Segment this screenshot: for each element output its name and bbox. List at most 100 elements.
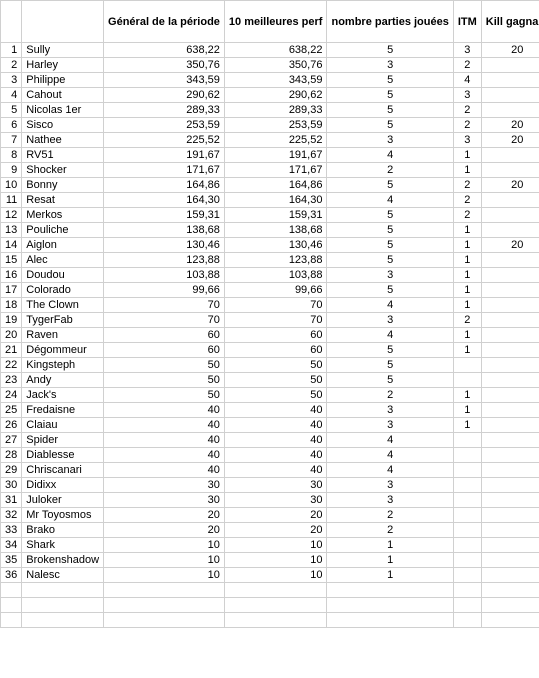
cell: RV51 (22, 148, 104, 163)
cell (453, 493, 481, 508)
cell (481, 73, 539, 88)
table-row: 25Fredaisne404031 (1, 403, 539, 418)
cell: 5 (327, 358, 453, 373)
cell: 20 (1, 328, 22, 343)
cell: Sisco (22, 118, 104, 133)
cell: 164,30 (104, 193, 225, 208)
cell: 3 (327, 313, 453, 328)
cell: Nicolas 1er (22, 103, 104, 118)
table-body: 1Sully638,22638,2253201207,522Harley350,… (1, 43, 539, 628)
cell (481, 553, 539, 568)
cell-empty (1, 583, 22, 598)
header-row: Général de la période 10 meilleures perf… (1, 1, 539, 43)
cell: 4 (327, 148, 453, 163)
cell: 350,76 (224, 58, 327, 73)
header-kill: Kill gagnant (481, 1, 539, 43)
cell (481, 103, 539, 118)
cell: 164,86 (104, 178, 225, 193)
table-row: 36Nalesc101013010 (1, 568, 539, 583)
cell: Raven (22, 328, 104, 343)
cell: 1 (453, 298, 481, 313)
cell: 5 (327, 283, 453, 298)
cell (453, 538, 481, 553)
cell (453, 373, 481, 388)
cell (481, 163, 539, 178)
cell: 23 (1, 373, 22, 388)
cell: 16 (1, 268, 22, 283)
cell (453, 568, 481, 583)
cell: 15 (1, 253, 22, 268)
cell (481, 88, 539, 103)
cell-empty (1, 613, 22, 628)
table-row: 3Philippe343,59343,5954670,46 (1, 73, 539, 88)
cell: 1 (1, 43, 22, 58)
cell: 40 (224, 418, 327, 433)
cell (481, 373, 539, 388)
cell: 2 (327, 163, 453, 178)
cell: 290,62 (104, 88, 225, 103)
table-row: 26Claiau4040312210 (1, 418, 539, 433)
cell: Diablesse (22, 448, 104, 463)
cell: 253,59 (224, 118, 327, 133)
cell: 50 (224, 388, 327, 403)
cell: Philippe (22, 73, 104, 88)
cell-empty (481, 583, 539, 598)
cell: 4 (327, 328, 453, 343)
cell: 4 (327, 433, 453, 448)
cell: 1 (453, 418, 481, 433)
cell (481, 403, 539, 418)
cell (481, 478, 539, 493)
cell: 159,31 (224, 208, 327, 223)
cell: 5 (327, 43, 453, 58)
table-row: 9Shocker171,67171,67211310 (1, 163, 539, 178)
table-row: 5Nicolas 1er289,33289,33523127,79 (1, 103, 539, 118)
cell: Resat (22, 193, 104, 208)
cell: Juloker (22, 493, 104, 508)
cell: 638,22 (224, 43, 327, 58)
cell: 10 (104, 553, 225, 568)
cell (453, 358, 481, 373)
cell (453, 463, 481, 478)
cell: Doudou (22, 268, 104, 283)
cell: Kingsteph (22, 358, 104, 373)
cell: 20 (481, 178, 539, 193)
cell: 253,59 (104, 118, 225, 133)
cell-empty (224, 613, 327, 628)
cell (481, 223, 539, 238)
cell (453, 448, 481, 463)
cell: 5 (327, 253, 453, 268)
cell: 70 (224, 298, 327, 313)
cell (481, 523, 539, 538)
cell (453, 433, 481, 448)
cell: 14 (1, 238, 22, 253)
cell (481, 388, 539, 403)
header-general: Général de la période (104, 1, 225, 43)
cell: 70 (104, 298, 225, 313)
cell: 70 (224, 313, 327, 328)
cell: 4 (327, 448, 453, 463)
cell (481, 358, 539, 373)
cell-empty (453, 583, 481, 598)
cell: 40 (104, 448, 225, 463)
table-row: 34Shark10101 (1, 538, 539, 553)
cell: 50 (224, 373, 327, 388)
cell-empty (22, 613, 104, 628)
cell: Mr Toyosmos (22, 508, 104, 523)
cell-empty (453, 613, 481, 628)
table-row: 31Juloker303031510 (1, 493, 539, 508)
cell (481, 508, 539, 523)
cell: 290,62 (224, 88, 327, 103)
cell: 2 (453, 208, 481, 223)
cell: 171,67 (224, 163, 327, 178)
cell: 7 (1, 133, 22, 148)
cell: Brako (22, 523, 104, 538)
cell-empty (327, 613, 453, 628)
cell: 20 (481, 133, 539, 148)
cell: 5 (327, 223, 453, 238)
cell: 10 (104, 538, 225, 553)
cell: Harley (22, 58, 104, 73)
cell (481, 58, 539, 73)
cell: 5 (327, 208, 453, 223)
cell-empty (481, 598, 539, 613)
cell: 2 (327, 508, 453, 523)
